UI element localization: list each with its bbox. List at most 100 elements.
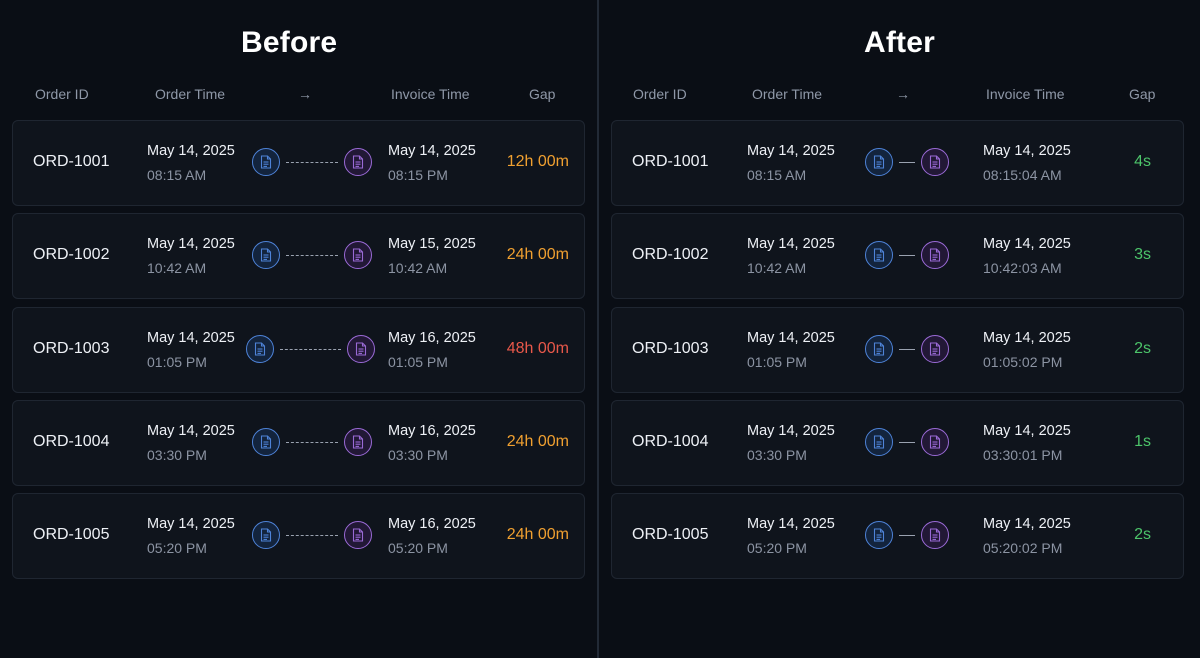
table-row[interactable]: ORD-1005 May 14, 2025 05:20 PM May 16, 2025… xyxy=(12,493,585,579)
order-time: 01:05 PM xyxy=(147,354,207,370)
order-document-icon xyxy=(252,148,280,176)
header-order-id: Order ID xyxy=(35,86,89,102)
order-time: 03:30 PM xyxy=(147,447,207,463)
order-id: ORD-1001 xyxy=(33,153,110,170)
invoice-document-icon xyxy=(921,428,949,456)
table-row[interactable]: ORD-1005 May 14, 2025 05:20 PM May 14, 2025… xyxy=(611,493,1184,579)
order-date: May 14, 2025 xyxy=(747,143,835,159)
order-date: May 14, 2025 xyxy=(747,236,835,252)
after-title: After xyxy=(864,26,936,59)
table-row[interactable]: ORD-1003 May 14, 2025 01:05 PM May 16, 2025… xyxy=(12,307,585,393)
invoice-document-icon xyxy=(347,335,375,363)
gap-value: 3s xyxy=(1134,246,1151,263)
invoice-document-icon xyxy=(921,241,949,269)
gap-value: 2s xyxy=(1134,340,1151,357)
panel-divider xyxy=(597,0,599,658)
table-row[interactable]: ORD-1002 May 14, 2025 10:42 AM May 15, 2025… xyxy=(12,213,585,299)
order-document-icon xyxy=(252,428,280,456)
order-document-icon xyxy=(865,148,893,176)
invoice-document-icon xyxy=(921,521,949,549)
invoice-date: May 16, 2025 xyxy=(388,516,476,532)
invoice-time: 10:42 AM xyxy=(388,260,448,276)
gap-value: 4s xyxy=(1134,153,1151,170)
invoice-document-icon xyxy=(344,241,372,269)
order-date: May 14, 2025 xyxy=(147,330,235,346)
invoice-date: May 14, 2025 xyxy=(983,423,1071,439)
order-document-icon xyxy=(246,335,274,363)
invoice-time: 01:05 PM xyxy=(388,354,448,370)
after-table-header: Order ID Order Time → Invoice Time Gap xyxy=(611,86,1184,106)
invoice-document-icon xyxy=(344,428,372,456)
connector-line xyxy=(899,162,915,163)
invoice-document-icon xyxy=(344,521,372,549)
gap-value: 2s xyxy=(1134,526,1151,543)
invoice-time: 05:20 PM xyxy=(388,540,448,556)
order-date: May 14, 2025 xyxy=(147,423,235,439)
invoice-time: 05:20:02 PM xyxy=(983,540,1063,556)
table-row[interactable]: ORD-1004 May 14, 2025 03:30 PM May 16, 2025… xyxy=(12,400,585,486)
table-row[interactable]: ORD-1001 May 14, 2025 08:15 AM May 14, 2025… xyxy=(12,120,585,206)
header-invoice-time: Invoice Time xyxy=(391,86,470,102)
order-id: ORD-1004 xyxy=(632,433,709,450)
order-date: May 14, 2025 xyxy=(747,516,835,532)
invoice-date: May 14, 2025 xyxy=(388,143,476,159)
invoice-time: 03:30 PM xyxy=(388,447,448,463)
gap-value: 12h 00m xyxy=(506,153,569,170)
gap-value: 24h 00m xyxy=(506,526,569,543)
order-document-icon xyxy=(865,428,893,456)
header-order-time: Order Time xyxy=(752,86,823,102)
table-row[interactable]: ORD-1004 May 14, 2025 03:30 PM May 14, 2025… xyxy=(611,400,1184,486)
header-gap: Gap xyxy=(529,86,556,102)
before-table-header: Order ID Order Time → Invoice Time Gap xyxy=(12,86,585,106)
header-arrow-icon: → xyxy=(896,86,910,102)
invoice-date: May 16, 2025 xyxy=(388,330,476,346)
invoice-time: 10:42:03 AM xyxy=(983,260,1062,276)
order-date: May 14, 2025 xyxy=(747,423,835,439)
invoice-date: May 14, 2025 xyxy=(983,236,1071,252)
header-order-id: Order ID xyxy=(633,86,687,102)
table-row[interactable]: ORD-1001 May 14, 2025 08:15 AM May 14, 2025… xyxy=(611,120,1184,206)
invoice-date: May 14, 2025 xyxy=(983,143,1071,159)
header-order-time: Order Time xyxy=(155,86,226,102)
order-id: ORD-1005 xyxy=(632,526,709,543)
invoice-time: 08:15 PM xyxy=(388,167,448,183)
connector-line xyxy=(899,349,915,350)
after-panel: After Order ID Order Time → Invoice Time… xyxy=(611,0,1184,658)
gap-value: 24h 00m xyxy=(506,246,569,263)
invoice-document-icon xyxy=(344,148,372,176)
table-row[interactable]: ORD-1003 May 14, 2025 01:05 PM May 14, 2025… xyxy=(611,307,1184,393)
table-row[interactable]: ORD-1002 May 14, 2025 10:42 AM May 14, 2025… xyxy=(611,213,1184,299)
before-panel: Before Order ID Order Time → Invoice Tim… xyxy=(12,0,585,658)
before-title: Before xyxy=(241,26,338,59)
invoice-date: May 14, 2025 xyxy=(983,330,1071,346)
invoice-time: 08:15:04 AM xyxy=(983,167,1062,183)
order-document-icon xyxy=(865,241,893,269)
order-date: May 14, 2025 xyxy=(147,236,235,252)
gap-value: 24h 00m xyxy=(506,433,569,450)
connector-line xyxy=(899,255,915,256)
order-time: 01:05 PM xyxy=(747,354,807,370)
order-time: 03:30 PM xyxy=(747,447,807,463)
gap-value: 48h 00m xyxy=(506,340,569,357)
order-document-icon xyxy=(252,521,280,549)
order-time: 10:42 AM xyxy=(747,260,807,276)
order-time: 05:20 PM xyxy=(147,540,207,556)
header-gap: Gap xyxy=(1129,86,1156,102)
order-id: ORD-1002 xyxy=(33,246,110,263)
order-id: ORD-1003 xyxy=(632,340,709,357)
order-date: May 14, 2025 xyxy=(147,516,235,532)
order-date: May 14, 2025 xyxy=(147,143,235,159)
order-id: ORD-1005 xyxy=(33,526,110,543)
header-arrow-icon: → xyxy=(298,86,312,102)
order-id: ORD-1002 xyxy=(632,246,709,263)
invoice-date: May 14, 2025 xyxy=(983,516,1071,532)
order-time: 08:15 AM xyxy=(747,167,807,183)
order-date: May 14, 2025 xyxy=(747,330,835,346)
order-id: ORD-1004 xyxy=(33,433,110,450)
connector-line xyxy=(286,162,338,163)
order-document-icon xyxy=(252,241,280,269)
connector-line xyxy=(286,535,338,536)
connector-line xyxy=(280,349,341,350)
invoice-document-icon xyxy=(921,148,949,176)
order-time: 10:42 AM xyxy=(147,260,207,276)
